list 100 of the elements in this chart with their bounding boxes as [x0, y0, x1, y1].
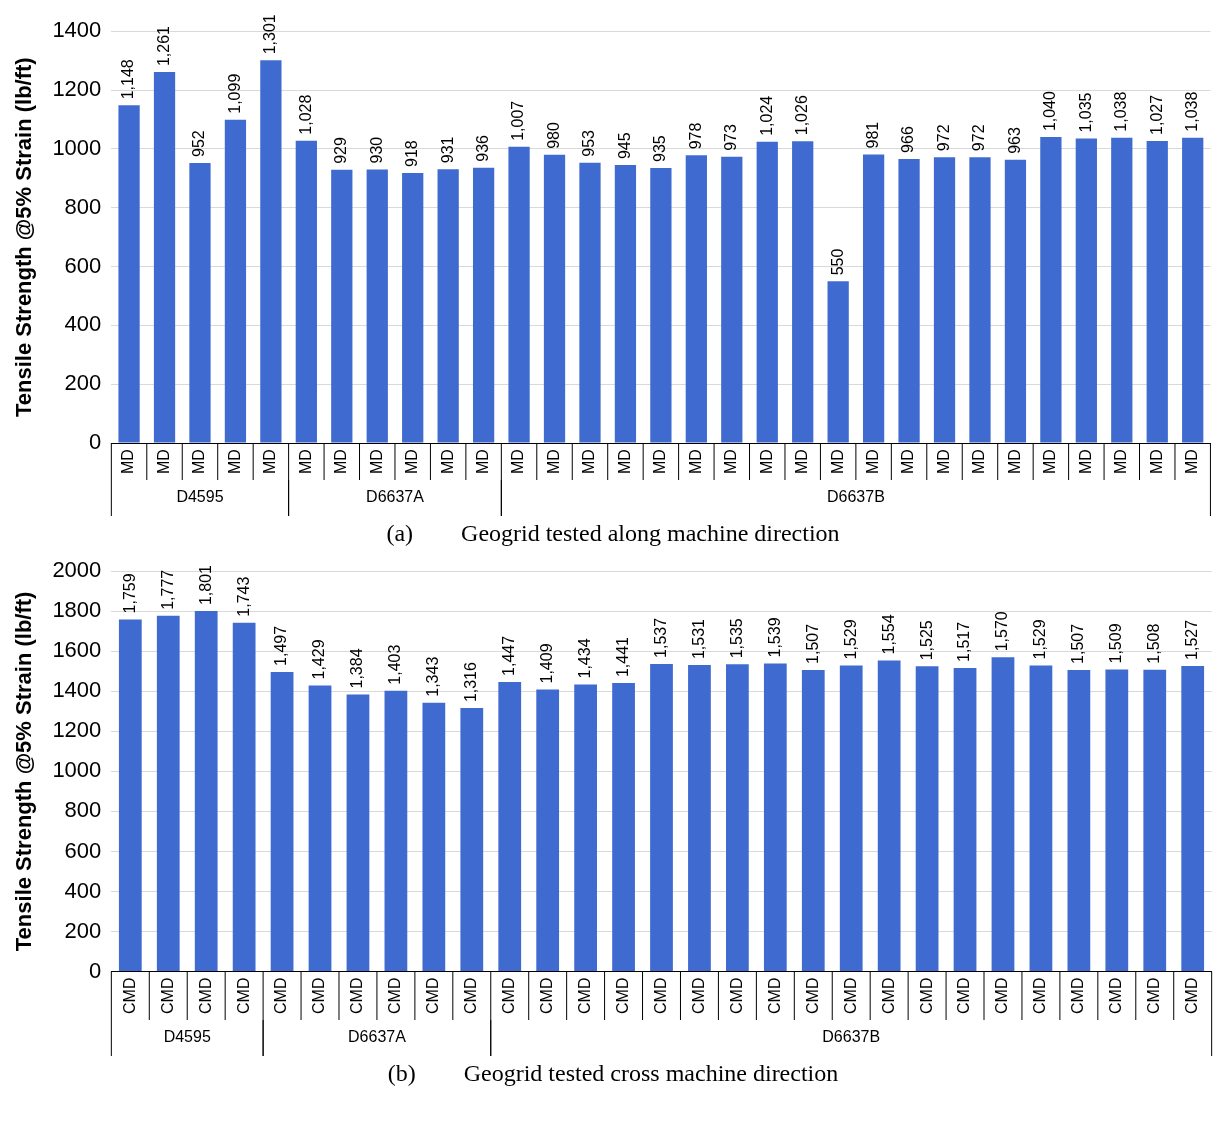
- bar: [118, 105, 140, 443]
- bar: [308, 685, 332, 972]
- x-tick-label: CMD: [120, 977, 138, 1014]
- data-label: 963: [1005, 126, 1023, 154]
- bar: [295, 140, 317, 443]
- y-tick-label: 1200: [52, 717, 102, 743]
- text: D6637B: [826, 488, 885, 506]
- x-tick-label: CMD: [538, 977, 556, 1014]
- bar: [1146, 140, 1168, 443]
- x-tick-label: MD: [757, 449, 775, 475]
- bar: [194, 611, 218, 972]
- y-tick-label: 400: [64, 877, 102, 903]
- bar: [1075, 138, 1097, 443]
- bar: [756, 141, 778, 443]
- x-tick-label: CMD: [955, 977, 973, 1014]
- x-tick-label: CMD: [310, 977, 328, 1014]
- bar: [991, 657, 1015, 972]
- x-tick-label: MD: [864, 449, 882, 475]
- x-tick-label: CMD: [196, 977, 214, 1014]
- data-label: 1,509: [1107, 623, 1125, 664]
- bar: [1143, 669, 1167, 972]
- data-label: 1,447: [500, 635, 518, 676]
- text: (a) Geogrid tested along machine direction: [385, 520, 841, 548]
- x-tick-label: MD: [438, 449, 456, 475]
- bar: [792, 141, 814, 443]
- y-tick-label: 2000: [52, 557, 102, 583]
- x-tick-label: CMD: [841, 977, 859, 1014]
- data-label: 1,743: [234, 576, 252, 617]
- x-tick-label: CMD: [879, 977, 897, 1014]
- data-label: 1,497: [272, 625, 290, 666]
- x-tick-label: CMD: [613, 977, 631, 1014]
- x-tick-label: CMD: [424, 977, 442, 1014]
- x-tick-label: MD: [1076, 449, 1094, 475]
- bar: [721, 156, 743, 443]
- x-tick-label: MD: [544, 449, 562, 475]
- y-tick-label: 200: [64, 370, 102, 396]
- data-label: 1,301: [261, 14, 279, 55]
- x-tick-label: CMD: [158, 977, 176, 1014]
- text: D4595: [163, 1028, 211, 1046]
- x-tick-label: MD: [1147, 449, 1165, 475]
- x-tick-label: CMD: [348, 977, 366, 1014]
- data-label: 1,099: [225, 73, 243, 114]
- bar: [384, 690, 408, 972]
- x-tick-label: CMD: [1069, 977, 1087, 1014]
- bar: [839, 665, 863, 972]
- x-tick-label: CMD: [765, 977, 783, 1014]
- x-tick-label: MD: [119, 449, 137, 475]
- data-label: 929: [332, 136, 350, 164]
- data-label: 1,035: [1076, 92, 1094, 133]
- x-tick-label: MD: [722, 449, 740, 475]
- x-tick-label: MD: [1041, 449, 1059, 475]
- x-tick-label: MD: [828, 449, 846, 475]
- x-tick-label: MD: [934, 449, 952, 475]
- text: D6637A: [366, 488, 425, 506]
- data-label: 973: [722, 124, 740, 151]
- data-label: 1,038: [1183, 91, 1201, 132]
- data-label: 966: [899, 126, 917, 153]
- y-tick-label: 0: [89, 957, 102, 983]
- bar: [536, 689, 560, 972]
- bar: [862, 154, 885, 443]
- bar: [498, 681, 522, 972]
- bar: [688, 665, 711, 972]
- bar: [1111, 137, 1133, 443]
- bar: [270, 671, 294, 972]
- data-label: 1,027: [1147, 94, 1165, 135]
- data-label: 935: [651, 135, 669, 163]
- x-tick-label: CMD: [689, 977, 707, 1014]
- data-label: 1,507: [1069, 623, 1087, 664]
- x-tick-label: CMD: [234, 977, 252, 1014]
- data-label: 952: [190, 130, 208, 158]
- data-label: 1,429: [310, 639, 328, 680]
- bar: [953, 667, 977, 972]
- data-label: 978: [686, 122, 704, 150]
- x-tick-label: CMD: [462, 977, 480, 1014]
- data-label: 1,531: [689, 618, 707, 660]
- data-label: 1,028: [296, 94, 314, 135]
- data-label: 1,527: [1183, 619, 1201, 660]
- bar: [366, 169, 388, 443]
- bar: [685, 155, 707, 443]
- y-tick-label: 800: [64, 797, 102, 823]
- x-tick-label: CMD: [917, 977, 935, 1014]
- data-label: 1,801: [196, 564, 214, 606]
- x-tick-label: MD: [580, 449, 598, 475]
- bar: [763, 663, 787, 972]
- x-tick-label: MD: [793, 449, 811, 475]
- bar: [437, 169, 459, 443]
- bar: [726, 664, 749, 972]
- bar: [260, 60, 282, 443]
- data-label: 1,409: [538, 643, 556, 684]
- bar: [508, 146, 530, 443]
- data-label: 1,535: [727, 618, 745, 659]
- data-label: 1,508: [1145, 623, 1163, 664]
- data-label: 1,777: [158, 569, 176, 610]
- data-label: 1,507: [803, 623, 821, 664]
- y-axis-title: Tensile Strength @5% Strain (lb/ft): [11, 57, 37, 417]
- y-tick-label: 1400: [52, 677, 102, 703]
- x-tick-label: CMD: [1107, 977, 1125, 1014]
- bar: [898, 158, 920, 443]
- data-label: 1,441: [613, 636, 631, 678]
- bar: [346, 694, 370, 972]
